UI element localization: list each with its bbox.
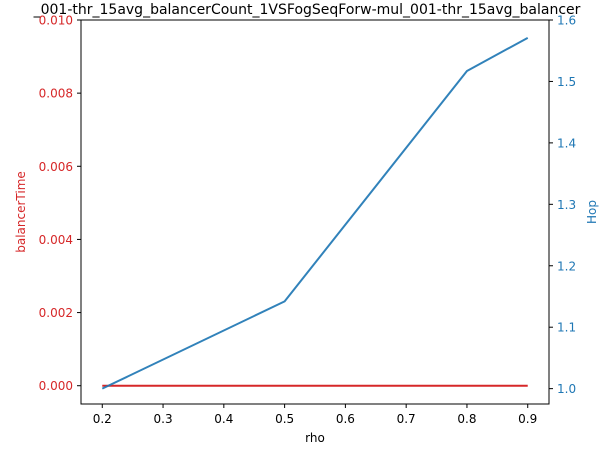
x-tick-label: 0.3 [154,412,173,426]
x-tick-label: 0.4 [214,412,233,426]
x-axis-label: rho [305,431,325,445]
left-y-tick-label: 0.006 [39,160,73,174]
left-y-axis-label: balancerTime [14,171,28,253]
left-y-tick-label: 0.008 [39,87,73,101]
chart-title: _001-thr_15avg_balancerCount_1VSFogSeqFo… [33,2,581,18]
x-axis-ticks: 0.2 0.3 0.4 0.5 0.6 0.7 0.8 0.9 [93,404,537,426]
x-tick-label: 0.8 [457,412,476,426]
left-y-tick-label: 0.002 [39,306,73,320]
x-tick-label: 0.5 [275,412,294,426]
x-tick-label: 0.7 [397,412,416,426]
series-line-right [101,36,529,390]
right-y-tick-label: 1.1 [557,321,576,335]
left-y-tick-label: 0.000 [39,379,73,393]
right-y-tick-label: 1.4 [557,136,576,150]
plot-frame [80,19,550,405]
left-y-tick-label: 0.010 [39,14,73,28]
x-tick-label: 0.6 [336,412,355,426]
left-y-tick-label: 0.004 [39,233,73,247]
left-y-axis-ticks: 0.000 0.002 0.004 0.006 0.008 0.010 [39,14,81,393]
series-layer [101,36,529,390]
right-y-tick-label: 1.6 [557,14,576,28]
right-y-axis-ticks: 1.0 1.1 1.2 1.3 1.4 1.5 1.6 [549,14,576,396]
right-y-tick-label: 1.2 [557,259,576,273]
right-y-tick-label: 1.5 [557,75,576,89]
x-tick-label: 0.2 [93,412,112,426]
x-tick-label: 0.9 [518,412,537,426]
right-y-tick-label: 1.3 [557,198,576,212]
right-y-axis-label: Hop [585,200,599,224]
right-y-tick-label: 1.0 [557,382,576,396]
